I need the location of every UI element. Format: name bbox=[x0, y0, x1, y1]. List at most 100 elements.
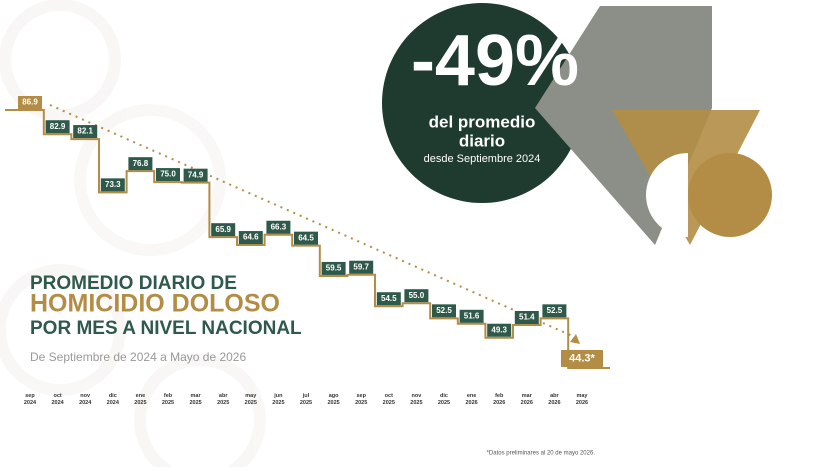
x-tick-part: 2024 bbox=[51, 400, 64, 406]
x-tick-label: abr 2026 bbox=[548, 393, 560, 406]
value-label: 54.5 bbox=[381, 294, 397, 303]
value-label: 66.3 bbox=[271, 222, 287, 231]
x-tick-part: may bbox=[245, 393, 257, 399]
x-tick-part: 2024 bbox=[79, 400, 92, 406]
x-tick-part: 2025 bbox=[245, 400, 257, 406]
headline-since: desde Septiembre 2024 bbox=[424, 153, 541, 165]
x-tick-label: nov 2025 bbox=[410, 393, 422, 406]
x-tick-label: dic 2024 bbox=[107, 393, 120, 406]
x-tick-part: sep bbox=[25, 393, 35, 399]
x-tick-label: sep 2025 bbox=[355, 393, 367, 406]
value-box bbox=[100, 178, 125, 192]
x-tick-part: mar bbox=[191, 393, 202, 399]
value-box bbox=[128, 157, 153, 171]
headline-circle bbox=[382, 3, 582, 203]
gold-circle bbox=[688, 153, 772, 237]
value-label: 52.5 bbox=[547, 306, 563, 315]
x-tick-part: jul bbox=[302, 393, 310, 399]
x-tick-part: 2026 bbox=[493, 400, 505, 406]
value-box bbox=[432, 304, 456, 318]
x-tick-part: feb bbox=[164, 393, 173, 399]
x-tick-part: 2026 bbox=[548, 400, 560, 406]
x-tick-label: feb 2026 bbox=[493, 393, 505, 406]
x-tick-part: dic bbox=[109, 393, 117, 399]
value-label: 82.9 bbox=[50, 122, 66, 131]
x-tick-label: jun 2025 bbox=[272, 393, 284, 406]
value-box bbox=[487, 323, 512, 337]
value-label: 51.6 bbox=[464, 311, 480, 320]
value-label: 75.0 bbox=[160, 170, 176, 179]
x-tick-part: 2025 bbox=[355, 400, 367, 406]
x-tick-label: feb 2025 bbox=[162, 393, 174, 406]
value-label: 59.7 bbox=[353, 262, 369, 271]
value-label: 52.5 bbox=[436, 306, 452, 315]
value-box bbox=[266, 220, 291, 234]
title-line: PROMEDIO DIARIO DE bbox=[30, 273, 237, 294]
value-label: 73.3 bbox=[105, 180, 121, 189]
title-line: HOMICIDIO DOLOSO bbox=[30, 290, 280, 318]
x-tick-label: ene 2026 bbox=[465, 393, 477, 406]
value-box bbox=[321, 261, 346, 275]
x-tick-label: ago 2025 bbox=[327, 393, 339, 406]
value-box bbox=[211, 223, 236, 237]
x-tick-label: nov 2024 bbox=[79, 393, 92, 406]
x-tick-part: mar bbox=[522, 393, 533, 399]
value-box bbox=[542, 304, 567, 318]
x-tick-part: nov bbox=[80, 393, 91, 399]
value-label: 82.1 bbox=[77, 127, 93, 136]
value-label: 64.6 bbox=[243, 233, 259, 242]
title-line: POR MES A NIVEL NACIONAL bbox=[30, 318, 302, 339]
x-tick-part: abr bbox=[219, 393, 228, 399]
value-label: 44.3* bbox=[569, 352, 595, 364]
x-tick-part: ene bbox=[467, 393, 476, 399]
x-tick-label: oct 2025 bbox=[383, 393, 395, 406]
value-box bbox=[45, 120, 70, 134]
x-tick-part: 2025 bbox=[217, 400, 229, 406]
x-tick-part: nov bbox=[412, 393, 423, 399]
footnote: *Datos preliminares al 20 de mayo 2026. bbox=[487, 451, 596, 457]
value-label: 49.3 bbox=[491, 325, 507, 334]
x-tick-label: mar 2025 bbox=[189, 393, 201, 406]
x-tick-part: 2025 bbox=[189, 400, 201, 406]
value-label: 86.9 bbox=[22, 98, 38, 107]
value-label: 65.9 bbox=[215, 225, 231, 234]
x-tick-part: 2026 bbox=[521, 400, 533, 406]
value-box bbox=[349, 260, 374, 274]
step-line bbox=[5, 109, 610, 369]
background-pattern bbox=[0, 0, 266, 472]
value-box bbox=[514, 311, 539, 324]
x-tick-part: 2025 bbox=[162, 400, 174, 406]
x-tick-label: abr 2025 bbox=[217, 393, 229, 406]
trend-arrow bbox=[570, 334, 580, 344]
x-tick-label: sep 2024 bbox=[24, 393, 37, 406]
x-tick-part: sep bbox=[356, 393, 366, 399]
x-tick-part: 2025 bbox=[438, 400, 450, 406]
x-tick-part: may bbox=[576, 393, 588, 399]
value-label: 51.4 bbox=[519, 313, 535, 322]
x-tick-part: 2026 bbox=[465, 400, 477, 406]
value-box bbox=[459, 309, 484, 323]
x-tick-label: may 2025 bbox=[245, 393, 258, 406]
headline-line: del promedio bbox=[429, 112, 536, 131]
x-tick-label: ene 2025 bbox=[134, 393, 146, 406]
x-tick-part: ago bbox=[329, 393, 339, 399]
x-tick-part: dic bbox=[440, 393, 448, 399]
x-tick-part: 2025 bbox=[272, 400, 284, 406]
x-tick-part: oct bbox=[53, 393, 61, 399]
value-box bbox=[561, 350, 603, 367]
value-box bbox=[183, 168, 208, 182]
x-tick-part: 2024 bbox=[24, 400, 37, 406]
trend-line bbox=[49, 104, 578, 339]
value-box bbox=[404, 289, 429, 303]
x-tick-label: may 2026 bbox=[576, 393, 589, 406]
x-tick-part: 2026 bbox=[576, 400, 588, 406]
subtitle: De Septiembre de 2024 a Mayo de 2026 bbox=[30, 350, 246, 364]
x-tick-part: 2025 bbox=[134, 400, 146, 406]
x-tick-label: jul 2025 bbox=[300, 393, 312, 406]
x-tick-part: oct bbox=[385, 393, 393, 399]
value-box bbox=[376, 292, 401, 306]
value-label: 74.9 bbox=[188, 170, 204, 179]
value-label: 55.0 bbox=[409, 291, 425, 300]
value-box bbox=[18, 96, 42, 109]
